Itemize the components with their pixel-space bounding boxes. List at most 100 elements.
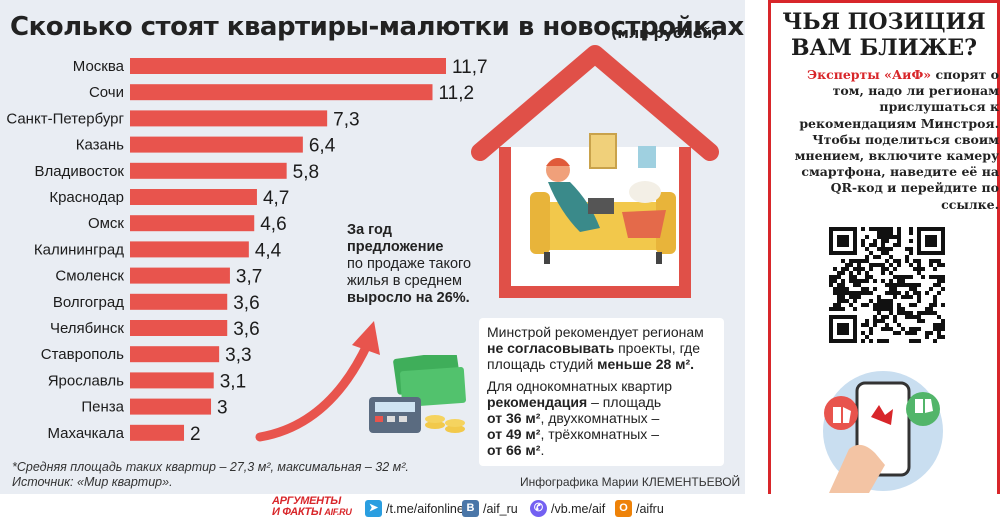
footnote-line-1: *Средняя площадь таких квартир – 27,3 м²…: [12, 460, 409, 474]
footnote: *Средняя площадь таких квартир – 27,3 м²…: [12, 460, 409, 490]
category-label: Махачкала: [48, 425, 125, 442]
telegram-label: /t.me/aifonline: [386, 501, 464, 516]
footer-bar: АРГУМЕНТЫ И ФАКТЫ AIF.RU ➤ /t.me/aifonli…: [0, 494, 1000, 524]
poll-title-line-2: ВАМ БЛИЖЕ?: [790, 35, 978, 61]
logo-domain: AIF.RU: [324, 507, 352, 517]
vk-link[interactable]: B /aif_ru: [462, 500, 518, 517]
p2-text-f: от 49 м²: [487, 426, 541, 442]
value-label: 6,4: [309, 136, 336, 157]
bar: [130, 241, 249, 258]
recommendation-paragraph-1: Минстрой рекомендует регионам не согласо…: [487, 324, 716, 372]
category-label: Краснодар: [49, 189, 124, 206]
p2-text-d: от 36 м²: [487, 410, 541, 426]
viber-icon: ✆: [530, 500, 547, 517]
growth-note: За год предложение по продаже такого жил…: [347, 222, 487, 307]
value-label: 3,3: [225, 345, 251, 366]
bar: [130, 84, 433, 101]
category-label: Омск: [88, 215, 124, 232]
logo-line-2: И ФАКТЫ: [272, 506, 322, 518]
recommendation-paragraph-2: Для однокомнатных квартир рекомендация –…: [487, 378, 716, 458]
p2-text-g: , трёхкомнатных –: [540, 426, 659, 442]
telegram-link[interactable]: ➤ /t.me/aifonline: [365, 500, 464, 517]
poll-title: ЧЬЯ ПОЗИЦИЯ ВАМ БЛИЖЕ?: [771, 9, 997, 61]
p2-text-a: Для однокомнатных квартир: [487, 378, 672, 394]
value-label: 11,2: [438, 83, 474, 104]
phone-voting-icon: [823, 371, 943, 493]
odnoklassniki-icon: O: [615, 500, 632, 517]
bar: [130, 346, 220, 363]
note-line-2: предложение: [347, 239, 444, 255]
category-label: Смоленск: [55, 268, 124, 285]
ok-label: /aifru: [636, 501, 664, 516]
bar: [130, 58, 446, 74]
value-label: 2: [190, 424, 201, 445]
infographic-credit: Инфографика Марии КЛЕМЕНТЬЕВОЙ: [520, 475, 741, 489]
aif-logo[interactable]: АРГУМЕНТЫ И ФАКТЫ AIF.RU: [272, 496, 352, 518]
p2-text-b: рекомендация: [487, 394, 588, 410]
value-label: 3,1: [220, 371, 246, 392]
viber-link[interactable]: ✆ /vb.me/aif: [530, 500, 605, 517]
value-label: 4,6: [260, 214, 286, 235]
category-label: Волгоград: [53, 294, 124, 311]
poll-body: спорят о том, надо ли регионам прислушат…: [794, 67, 999, 212]
qr-code[interactable]: [829, 227, 945, 343]
value-label: 4,4: [255, 240, 282, 261]
category-label: Владивосток: [35, 163, 125, 180]
vk-label: /aif_ru: [483, 501, 518, 516]
p2-text-h: от 66 м²: [487, 442, 541, 458]
p1-text-b: не согласовывать: [487, 340, 615, 356]
value-label: 11,7: [452, 57, 488, 78]
money-calculator-icon: [369, 355, 466, 433]
vk-icon: B: [462, 500, 479, 517]
p2-text-i: .: [540, 442, 545, 458]
viber-label: /vb.me/aif: [551, 501, 606, 516]
category-label: Казань: [76, 137, 124, 154]
chart-title: Сколько стоят квартиры-малютки в новостр…: [10, 12, 744, 42]
bar: [130, 320, 228, 336]
footnote-source: Источник: «Мир квартир».: [12, 475, 173, 489]
note-line-1: За год: [347, 222, 392, 238]
bar: [130, 398, 212, 415]
value-label: 3,6: [233, 293, 259, 314]
category-label: Сочи: [89, 84, 124, 101]
poll-panel: ЧЬЯ ПОЗИЦИЯ ВАМ БЛИЖЕ? Эксперты «АиФ» сп…: [768, 0, 1000, 512]
unit-label: (млн рублей): [611, 26, 719, 42]
poll-brand: Эксперты «АиФ»: [807, 67, 932, 82]
poll-description: Эксперты «АиФ» спорят о том, надо ли рег…: [779, 67, 999, 213]
telegram-icon: ➤: [365, 500, 382, 517]
bar: [130, 293, 228, 310]
infographic-panel: Сколько стоят квартиры-малютки в новостр…: [0, 0, 745, 494]
value-label: 3,7: [236, 267, 262, 288]
house-illustration: [471, 45, 719, 298]
category-label: Ярославль: [48, 372, 124, 389]
value-label: 3: [217, 398, 228, 419]
logo-line-1: АРГУМЕНТЫ: [272, 495, 341, 507]
growth-arrow-icon: [255, 321, 380, 442]
value-label: 3,6: [233, 319, 259, 340]
note-line-3: по продаже такого жилья в среднем: [347, 256, 472, 289]
value-label: 4,7: [263, 188, 289, 209]
bar: [130, 215, 255, 232]
bar-chart: Москва 11,7 Сочи 11,2 Санкт-Петербург 7,3 Каза…: [6, 57, 488, 445]
bar: [130, 110, 328, 127]
category-label: Ставрополь: [41, 346, 124, 363]
value-label: 5,8: [293, 162, 319, 183]
p1-text-d: меньше 28 м².: [597, 356, 695, 372]
bar: [130, 136, 303, 153]
value-label: 7,3: [333, 109, 359, 130]
bar: [130, 424, 185, 441]
category-label: Калининград: [34, 241, 124, 258]
category-label: Москва: [73, 58, 125, 75]
ministry-recommendation-box: Минстрой рекомендует регионам не согласо…: [479, 318, 724, 466]
category-label: Челябинск: [50, 320, 124, 337]
bar: [130, 162, 287, 179]
category-label: Пенза: [81, 399, 124, 416]
bar: [130, 372, 214, 389]
p2-text-e: , двухкомнатных –: [540, 410, 660, 426]
p1-text-a: Минстрой рекомендует регионам: [487, 324, 704, 340]
bar: [130, 267, 230, 284]
category-label: Санкт-Петербург: [6, 110, 124, 127]
p2-text-c: – площадь: [587, 394, 662, 410]
ok-link[interactable]: O /aifru: [615, 500, 664, 517]
bar: [130, 189, 257, 205]
